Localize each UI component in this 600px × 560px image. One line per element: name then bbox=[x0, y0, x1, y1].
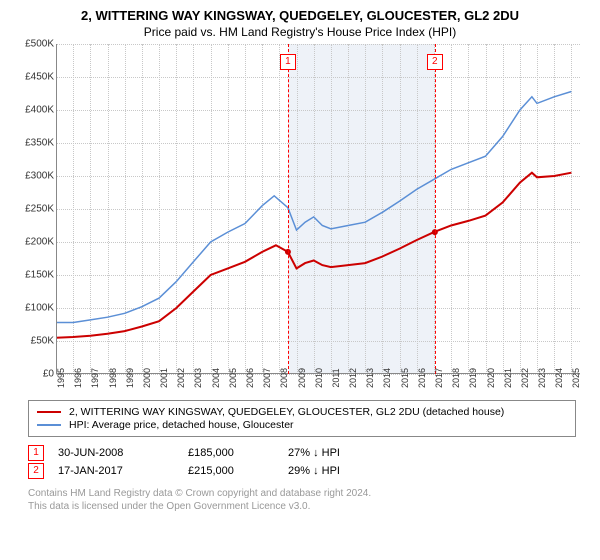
y-tick-label: £100K bbox=[25, 303, 54, 314]
legend-label: 2, WITTERING WAY KINGSWAY, QUEDGELEY, GL… bbox=[69, 406, 504, 418]
y-tick-label: £300K bbox=[25, 171, 54, 182]
series-property bbox=[56, 173, 571, 338]
sale-marker: 2 bbox=[28, 463, 44, 479]
x-tick-label: 2001 bbox=[159, 368, 169, 388]
y-tick-label: £350K bbox=[25, 138, 54, 149]
below-chart: 2, WITTERING WAY KINGSWAY, QUEDGELEY, GL… bbox=[28, 400, 576, 513]
x-tick-label: 2006 bbox=[245, 368, 255, 388]
y-axis: £0£50K£100K£150K£200K£250K£300K£350K£400… bbox=[10, 44, 56, 374]
x-tick-label: 2022 bbox=[520, 368, 530, 388]
sale-price: £185,000 bbox=[188, 447, 288, 459]
sale-marker: 1 bbox=[28, 445, 44, 461]
x-tick-label: 2020 bbox=[486, 368, 496, 388]
y-tick-label: £400K bbox=[25, 105, 54, 116]
sale-price: £215,000 bbox=[188, 465, 288, 477]
y-tick-label: £0 bbox=[43, 369, 54, 380]
x-tick-label: 2016 bbox=[417, 368, 427, 388]
legend-row-1: HPI: Average price, detached house, Glou… bbox=[37, 419, 567, 431]
x-tick-label: 2023 bbox=[537, 368, 547, 388]
y-tick-label: £150K bbox=[25, 270, 54, 281]
chart-title-block: 2, WITTERING WAY KINGSWAY, QUEDGELEY, GL… bbox=[0, 0, 600, 39]
x-tick-label: 2017 bbox=[434, 368, 444, 388]
sales-table: 1 30-JUN-2008£185,00027% ↓ HPI 2 17-JAN-201… bbox=[28, 445, 576, 479]
y-tick-label: £200K bbox=[25, 237, 54, 248]
series-svg bbox=[56, 44, 580, 374]
footnote: Contains HM Land Registry data © Crown c… bbox=[28, 487, 576, 513]
sale-diff: 27% ↓ HPI bbox=[288, 447, 408, 459]
sale-diff: 29% ↓ HPI bbox=[288, 465, 408, 477]
x-tick-label: 2015 bbox=[400, 368, 410, 388]
x-tick-label: 2014 bbox=[382, 368, 392, 388]
x-tick-label: 2005 bbox=[228, 368, 238, 388]
x-tick-label: 2000 bbox=[142, 368, 152, 388]
y-tick-label: £500K bbox=[25, 39, 54, 50]
sales-row-2: 2 17-JAN-2017£215,00029% ↓ HPI bbox=[28, 463, 576, 479]
legend-swatch bbox=[37, 424, 61, 426]
x-tick-label: 2021 bbox=[503, 368, 513, 388]
x-axis: 1995199619971998199920002001200220032004… bbox=[56, 374, 580, 394]
x-tick-label: 2004 bbox=[211, 368, 221, 388]
chart-title-line2: Price paid vs. HM Land Registry's House … bbox=[0, 25, 600, 39]
footnote-line1: Contains HM Land Registry data © Crown c… bbox=[28, 487, 576, 500]
x-tick-label: 2003 bbox=[193, 368, 203, 388]
x-tick-label: 2009 bbox=[297, 368, 307, 388]
sale-date: 17-JAN-2017 bbox=[58, 465, 188, 477]
x-tick-label: 1999 bbox=[125, 368, 135, 388]
x-tick-label: 2018 bbox=[451, 368, 461, 388]
x-tick-label: 2002 bbox=[176, 368, 186, 388]
legend: 2, WITTERING WAY KINGSWAY, QUEDGELEY, GL… bbox=[28, 400, 576, 437]
legend-row-0: 2, WITTERING WAY KINGSWAY, QUEDGELEY, GL… bbox=[37, 406, 567, 418]
x-tick-label: 2010 bbox=[314, 368, 324, 388]
y-tick-label: £450K bbox=[25, 72, 54, 83]
x-tick-label: 2011 bbox=[331, 368, 341, 387]
y-tick-label: £50K bbox=[31, 336, 54, 347]
footnote-line2: This data is licensed under the Open Gov… bbox=[28, 500, 576, 513]
chart-title-line1: 2, WITTERING WAY KINGSWAY, QUEDGELEY, GL… bbox=[0, 8, 600, 23]
marker-box-2: 2 bbox=[427, 54, 443, 70]
x-tick-label: 1996 bbox=[73, 368, 83, 388]
x-tick-label: 1995 bbox=[56, 368, 66, 388]
x-tick-label: 2013 bbox=[365, 368, 375, 388]
sale-date: 30-JUN-2008 bbox=[58, 447, 188, 459]
legend-swatch bbox=[37, 411, 61, 413]
x-tick-label: 2012 bbox=[348, 368, 358, 388]
y-tick-label: £250K bbox=[25, 204, 54, 215]
x-tick-label: 1997 bbox=[90, 368, 100, 388]
x-tick-label: 2025 bbox=[571, 368, 581, 388]
x-tick-label: 2019 bbox=[468, 368, 478, 388]
plot-area: 12 bbox=[56, 44, 580, 374]
legend-label: HPI: Average price, detached house, Glou… bbox=[69, 419, 294, 431]
x-tick-label: 2024 bbox=[554, 368, 564, 388]
axis-border-left bbox=[56, 44, 57, 374]
x-tick-label: 1998 bbox=[108, 368, 118, 388]
marker-line-1 bbox=[288, 44, 289, 374]
x-tick-label: 2007 bbox=[262, 368, 272, 388]
x-tick-label: 2008 bbox=[279, 368, 289, 388]
sales-row-1: 1 30-JUN-2008£185,00027% ↓ HPI bbox=[28, 445, 576, 461]
marker-box-1: 1 bbox=[280, 54, 296, 70]
chart: £0 £50K £100K £150K £200K £250K £300K £350K £400… bbox=[10, 44, 590, 394]
marker-line-2 bbox=[435, 44, 436, 374]
series-hpi bbox=[56, 92, 571, 323]
